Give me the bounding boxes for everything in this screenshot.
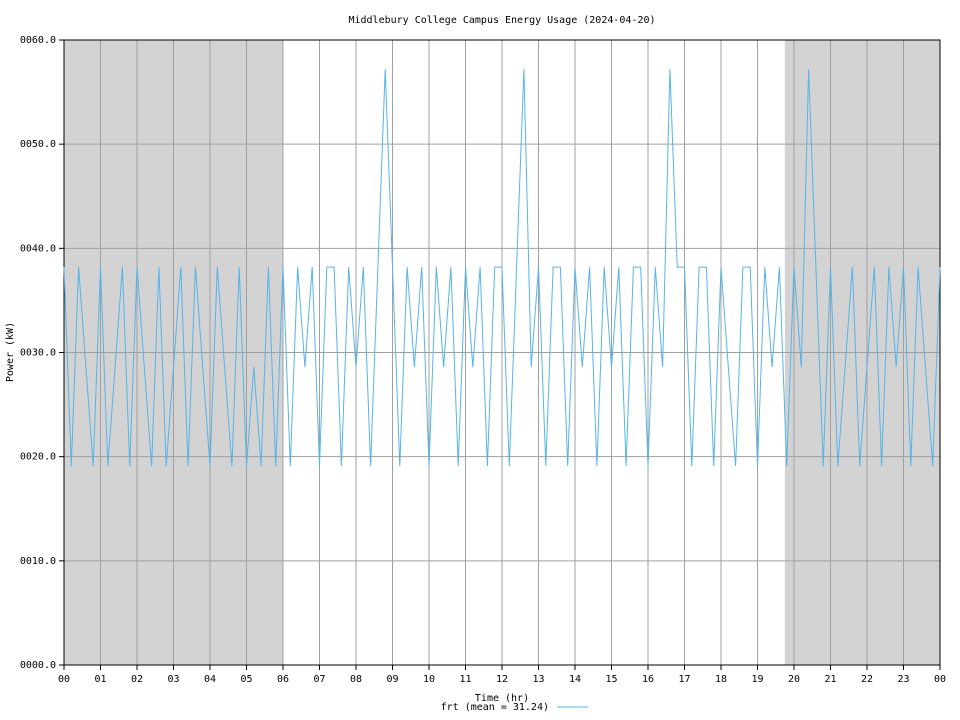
x-tick-label: 18 xyxy=(715,674,727,685)
x-tick-label: 16 xyxy=(642,674,654,685)
y-tick-label: 0010.0 xyxy=(20,556,56,567)
legend-label: frt (mean = 31.24) xyxy=(441,702,549,713)
plot-frame xyxy=(63,39,941,666)
x-tick-label: 11 xyxy=(459,674,471,685)
x-tick-label: 22 xyxy=(861,674,873,685)
x-tick-label: 14 xyxy=(569,674,581,685)
y-tick-label: 0030.0 xyxy=(20,348,56,359)
x-tick-label: 10 xyxy=(423,674,435,685)
x-tick-label: 09 xyxy=(386,674,398,685)
y-tick-label: 0040.0 xyxy=(20,243,56,254)
y-tick-label: 0050.0 xyxy=(20,139,56,150)
x-tick-label: 03 xyxy=(167,674,179,685)
x-tick-label: 20 xyxy=(788,674,800,685)
x-tick-label: 08 xyxy=(350,674,362,685)
data-line xyxy=(63,69,941,467)
x-tick-label: 01 xyxy=(94,674,106,685)
x-tick-label: 17 xyxy=(678,674,690,685)
chart-title: Middlebury College Campus Energy Usage (… xyxy=(348,15,655,26)
x-tick-label: 23 xyxy=(897,674,909,685)
x-tick-label: 15 xyxy=(605,674,617,685)
x-tick-label: 00 xyxy=(934,674,946,685)
y-axis-label: Power (kW) xyxy=(5,322,16,382)
x-tick-label: 21 xyxy=(824,674,836,685)
y-tick-label: 0000.0 xyxy=(20,660,56,671)
y-tick-label: 0060.0 xyxy=(20,35,56,46)
x-tick-label: 12 xyxy=(496,674,508,685)
x-tick-label: 19 xyxy=(751,674,763,685)
x-tick-label: 00 xyxy=(58,674,70,685)
x-tick-label: 13 xyxy=(532,674,544,685)
x-tick-label: 06 xyxy=(277,674,289,685)
x-tick-label: 07 xyxy=(313,674,325,685)
x-axis-label: Time (hr) xyxy=(475,693,529,704)
x-tick-label: 04 xyxy=(204,674,216,685)
x-tick-label: 05 xyxy=(240,674,252,685)
y-tick-label: 0020.0 xyxy=(20,452,56,463)
x-tick-label: 02 xyxy=(131,674,143,685)
